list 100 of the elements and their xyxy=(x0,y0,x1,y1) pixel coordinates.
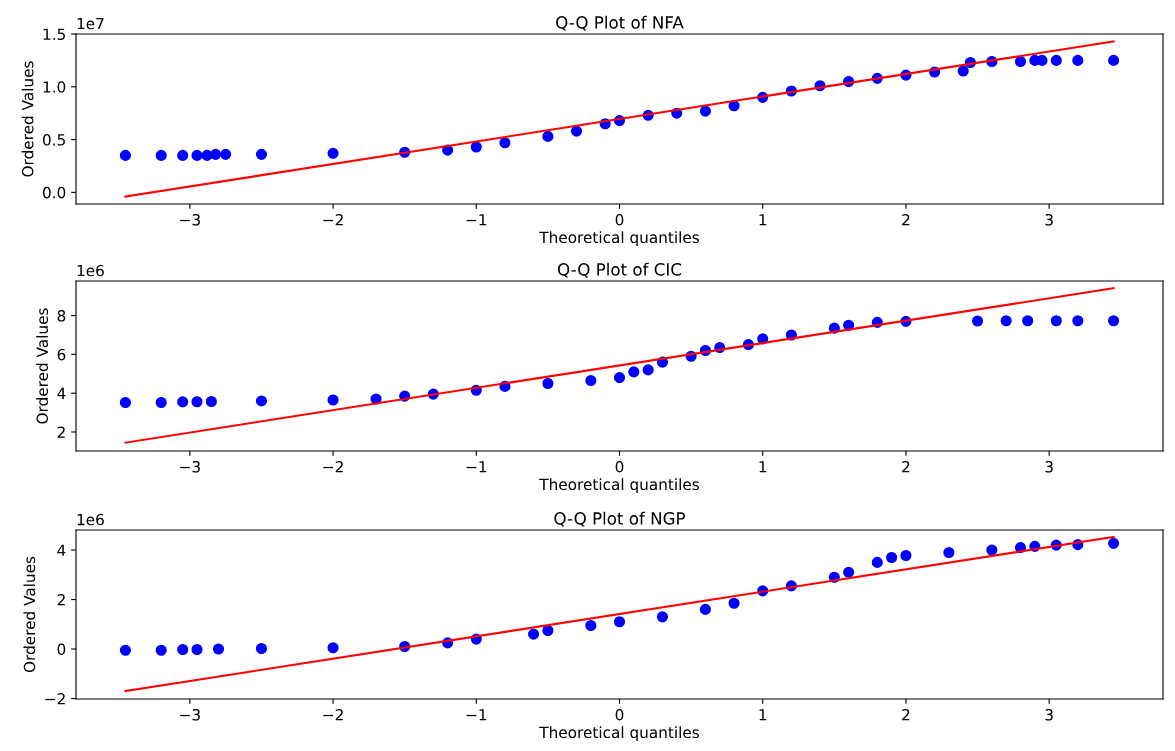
x-axis-title: Theoretical quantiles xyxy=(539,478,699,494)
point xyxy=(177,643,189,656)
point xyxy=(499,137,511,149)
point xyxy=(327,642,339,654)
point xyxy=(900,549,912,562)
point xyxy=(177,149,189,161)
x-axis-title: Theoretical quantiles xyxy=(539,726,699,742)
point xyxy=(1022,315,1034,327)
point xyxy=(728,597,740,609)
point xyxy=(542,130,554,142)
point xyxy=(628,366,640,378)
x-tick-label: −1 xyxy=(466,709,487,721)
x-tick-label: 0 xyxy=(615,213,624,226)
chart-title: Q-Q Plot of NFA xyxy=(556,15,684,31)
point xyxy=(971,315,984,327)
point xyxy=(585,619,597,632)
point xyxy=(155,396,167,409)
x-tick-label: 3 xyxy=(1045,708,1053,721)
point xyxy=(327,394,339,406)
y-tick-label: 4 xyxy=(57,387,66,399)
x-tick-label: −2 xyxy=(323,213,343,226)
y-tick-label: 1.5 xyxy=(43,28,65,41)
x-tick-label: 1 xyxy=(759,709,767,721)
y-tick-label: 0.0 xyxy=(42,186,66,199)
point xyxy=(871,556,883,568)
point xyxy=(585,374,597,387)
point xyxy=(542,377,554,390)
chart-title: Q-Q Plot of NGP xyxy=(554,511,685,527)
y-tick-label: 2 xyxy=(57,426,65,438)
point xyxy=(1072,54,1084,66)
text: 1e6 xyxy=(77,513,104,526)
point xyxy=(1072,315,1084,327)
y-tick-label: 8 xyxy=(57,310,66,322)
y-axis-title: Ordered Values xyxy=(21,61,34,177)
y-tick-label: 6 xyxy=(57,348,66,361)
x-tick-label: 0 xyxy=(615,708,624,721)
x-tick-label: −2 xyxy=(323,708,343,721)
point xyxy=(986,544,998,556)
point xyxy=(699,105,711,117)
point xyxy=(656,611,669,623)
x-tick-label: 3 xyxy=(1045,460,1053,473)
x-tick-label: 2 xyxy=(902,708,910,721)
point xyxy=(470,141,482,153)
y-axis-title: Ordered Values xyxy=(23,556,36,673)
point xyxy=(957,65,969,77)
point xyxy=(119,149,131,161)
x-axis-title: Theoretical quantiles xyxy=(539,231,699,247)
x-tick-label: −2 xyxy=(323,460,343,473)
y-tick-label: −2 xyxy=(45,692,65,705)
point xyxy=(613,372,626,384)
x-tick-label: 1 xyxy=(759,461,767,473)
point xyxy=(212,643,225,655)
x-tick-label: −1 xyxy=(466,461,487,473)
point xyxy=(191,149,203,161)
point xyxy=(1108,54,1120,66)
point xyxy=(528,628,540,640)
point xyxy=(886,551,898,564)
x-tick-label: −3 xyxy=(180,460,200,473)
x-tick-label: 0 xyxy=(615,460,624,473)
point xyxy=(191,396,203,408)
x-tick-label: 1 xyxy=(759,214,767,226)
point xyxy=(1014,55,1027,68)
x-tick-label: −1 xyxy=(466,214,487,226)
point xyxy=(255,148,268,160)
point xyxy=(327,147,339,159)
x-tick-label: 2 xyxy=(902,460,910,473)
y-tick-label: 1.0 xyxy=(43,81,66,93)
text: 1e7 xyxy=(77,17,104,30)
x-tick-label: −3 xyxy=(180,213,200,226)
point xyxy=(542,624,554,637)
y-axis-title: Ordered Values xyxy=(36,308,49,424)
point xyxy=(1050,54,1062,66)
point xyxy=(1050,315,1062,327)
point xyxy=(155,149,167,161)
point xyxy=(613,616,626,628)
point xyxy=(1108,537,1120,549)
point xyxy=(191,643,203,656)
point xyxy=(1108,315,1120,327)
y-tick-label: 2 xyxy=(57,594,65,606)
y-tick-label: 0.5 xyxy=(42,134,65,146)
point xyxy=(155,644,167,656)
point xyxy=(119,396,131,409)
x-tick-label: 3 xyxy=(1045,213,1053,226)
point xyxy=(205,395,217,408)
point xyxy=(843,566,855,578)
point xyxy=(177,396,189,408)
point xyxy=(943,546,955,559)
point xyxy=(255,642,268,655)
y-tick-label: 0 xyxy=(57,643,66,656)
point xyxy=(1000,315,1012,327)
text: 1e6 xyxy=(77,264,104,277)
point xyxy=(119,644,131,656)
y-tick-label: 4 xyxy=(57,544,66,556)
x-tick-label: 2 xyxy=(902,213,910,226)
point xyxy=(642,364,654,376)
point xyxy=(699,603,711,615)
x-tick-label: −3 xyxy=(180,708,200,721)
point xyxy=(255,395,268,407)
point xyxy=(570,125,583,137)
point xyxy=(210,148,222,160)
